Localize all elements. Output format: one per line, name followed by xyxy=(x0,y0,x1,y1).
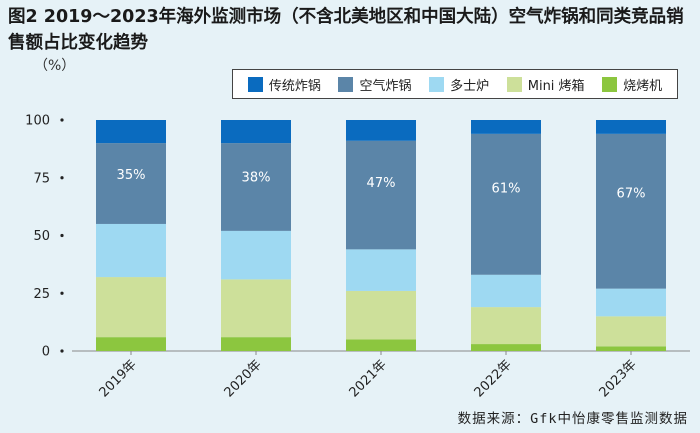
legend-swatch xyxy=(506,76,522,92)
legend-item: 多士炉 xyxy=(429,75,489,94)
x-tick-label: 2023年 xyxy=(597,357,640,400)
bar-segment xyxy=(221,143,291,231)
legend-swatch xyxy=(338,76,354,92)
bar-segment xyxy=(596,120,666,134)
legend-item: 传统炸锅 xyxy=(247,75,321,94)
legend-label: 多士炉 xyxy=(450,78,490,94)
bar-segment xyxy=(346,140,416,250)
bar-segment xyxy=(471,133,541,275)
bar-segment xyxy=(221,337,291,351)
bar-segment xyxy=(596,346,666,351)
legend-item: 空气炸锅 xyxy=(338,75,411,94)
x-tick-label: 2022年 xyxy=(472,357,515,400)
legend-swatch xyxy=(602,76,618,92)
legend-label: Mini 烤箱 xyxy=(527,78,585,94)
data-label: 38% xyxy=(242,170,271,185)
bar-segment xyxy=(346,249,416,291)
y-tick-label: 75 xyxy=(33,171,50,186)
bar-segment xyxy=(346,290,416,340)
bar-segment xyxy=(471,344,541,351)
bar-segment xyxy=(596,288,666,317)
legend-swatch xyxy=(429,76,445,92)
bar-segment xyxy=(346,120,416,141)
bar-segment xyxy=(221,230,291,280)
x-tick-label: 2020年 xyxy=(222,357,265,400)
chart-title: 图2 2019～2023年海外监测市场（不含北美地区和中国大陆）空气炸锅和同类竞… xyxy=(8,7,684,53)
data-label: 47% xyxy=(367,176,396,191)
y-tick-label: 25 xyxy=(33,287,50,302)
bar-segment xyxy=(596,316,666,347)
y-tick-dot xyxy=(60,233,64,238)
y-tick-dot xyxy=(60,291,64,295)
data-label: 35% xyxy=(117,168,146,183)
x-tick-label: 2021年 xyxy=(347,357,390,400)
bar-segment xyxy=(221,279,291,338)
x-tick-label: 2019年 xyxy=(97,357,140,400)
bar-segment xyxy=(471,307,541,345)
y-tick-dot xyxy=(60,176,64,180)
y-tick-dot xyxy=(60,349,64,353)
legend-label: 烧烤机 xyxy=(623,78,663,94)
bar-segment xyxy=(471,274,541,308)
data-label: 67% xyxy=(617,187,646,202)
bar-segment xyxy=(96,223,166,278)
y-axis-unit: （%） xyxy=(34,58,76,74)
legend-swatch xyxy=(247,76,263,92)
bar-segment xyxy=(96,277,166,338)
y-tick-label: 50 xyxy=(33,229,50,244)
y-tick-dot xyxy=(60,118,64,122)
y-tick-label: 100 xyxy=(25,114,50,129)
bar-segment xyxy=(96,337,166,351)
data-source-note: 数据来源：Gfk中怡康零售监测数据 xyxy=(457,411,688,427)
chart-legend: 传统炸锅 空气炸锅 多士炉 Mini 烤箱 烧烤机 xyxy=(232,69,678,99)
legend-item: Mini 烤箱 xyxy=(506,75,585,94)
bar-segment xyxy=(471,120,541,134)
bar-segment xyxy=(346,339,416,351)
legend-label: 传统炸锅 xyxy=(268,78,321,94)
legend-item: 烧烤机 xyxy=(602,75,662,94)
bar-segment xyxy=(96,143,166,224)
bar-segment xyxy=(596,133,666,289)
bar-segment xyxy=(96,120,166,144)
legend-label: 空气炸锅 xyxy=(359,78,412,94)
bar-segment xyxy=(221,120,291,144)
y-tick-label: 0 xyxy=(42,345,50,360)
data-label: 61% xyxy=(492,181,521,196)
